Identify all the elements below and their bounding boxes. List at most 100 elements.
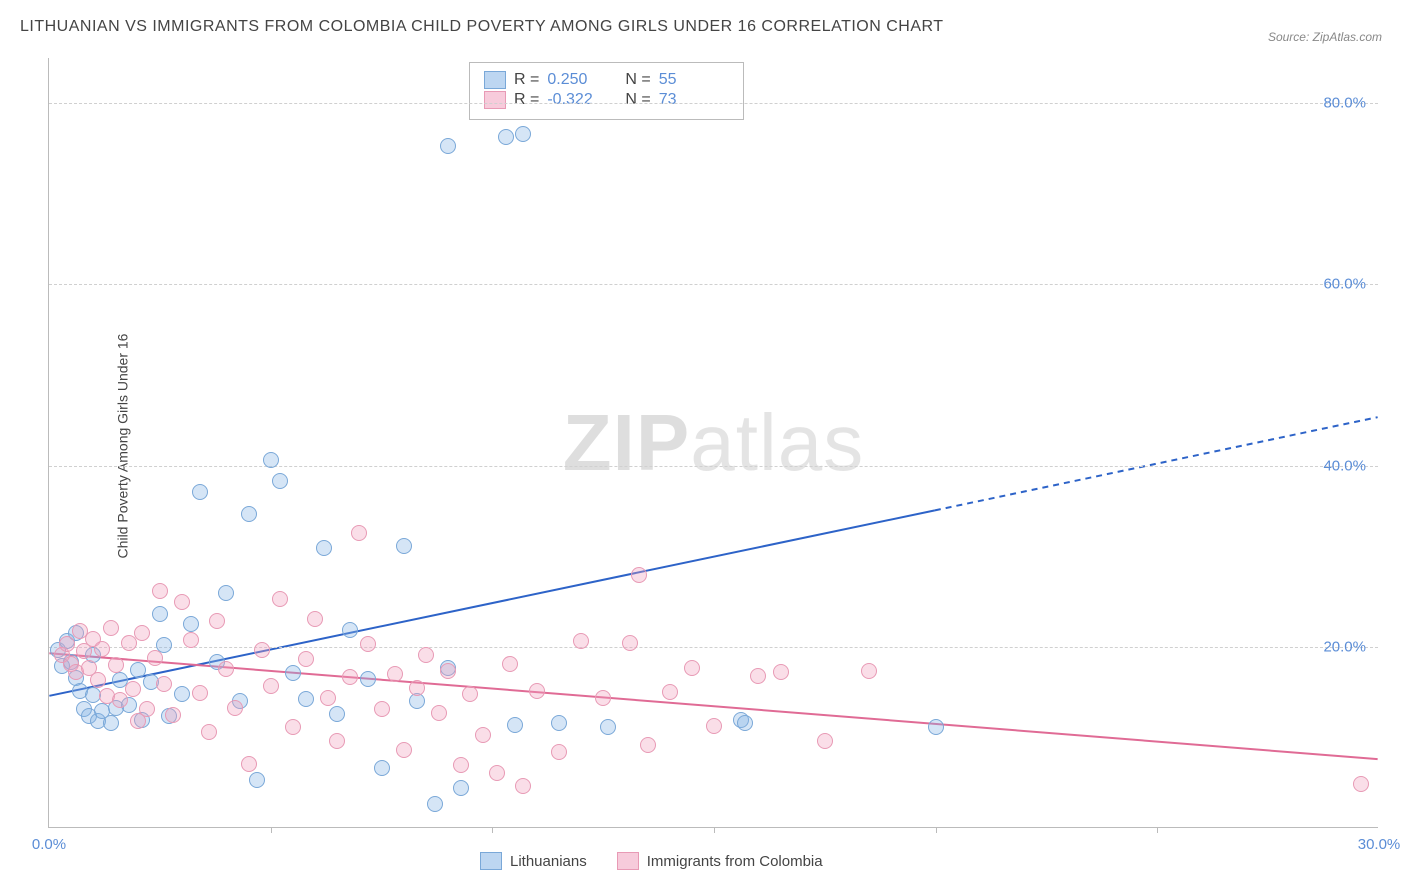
data-point (595, 690, 611, 706)
data-point (396, 538, 412, 554)
data-point (374, 760, 390, 776)
data-point (183, 632, 199, 648)
data-point (227, 700, 243, 716)
x-tick-label: 30.0% (1358, 836, 1401, 853)
data-point (174, 686, 190, 702)
n-value: 73 (659, 91, 729, 109)
data-point (134, 625, 150, 641)
swatch-icon (484, 71, 506, 89)
x-tick-mark (271, 827, 272, 833)
y-tick-label: 40.0% (1323, 457, 1366, 474)
data-point (342, 622, 358, 638)
data-point (263, 452, 279, 468)
data-point (263, 678, 279, 694)
data-point (249, 772, 265, 788)
data-point (192, 484, 208, 500)
data-point (462, 686, 478, 702)
swatch-icon (480, 852, 502, 870)
data-point (475, 727, 491, 743)
y-tick-label: 60.0% (1323, 276, 1366, 293)
data-point (453, 757, 469, 773)
data-point (209, 613, 225, 629)
data-point (342, 669, 358, 685)
data-point (351, 525, 367, 541)
watermark: ZIPatlas (563, 397, 864, 489)
data-point (817, 733, 833, 749)
data-point (502, 656, 518, 672)
y-tick-label: 80.0% (1323, 95, 1366, 112)
stats-row-series-b: R = -0.322 N = 73 (484, 91, 729, 109)
r-label: R = (514, 91, 539, 109)
data-point (861, 663, 877, 679)
data-point (94, 641, 110, 657)
data-point (152, 583, 168, 599)
data-point (737, 715, 753, 731)
legend-label: Immigrants from Colombia (647, 853, 823, 870)
data-point (706, 718, 722, 734)
x-tick-mark (1157, 827, 1158, 833)
data-point (316, 540, 332, 556)
legend-label: Lithuanians (510, 853, 587, 870)
data-point (515, 126, 531, 142)
data-point (201, 724, 217, 740)
data-point (684, 660, 700, 676)
data-point (152, 606, 168, 622)
data-point (515, 778, 531, 794)
legend: Lithuanians Immigrants from Colombia (480, 852, 823, 870)
trend-lines (49, 58, 1378, 827)
data-point (103, 620, 119, 636)
data-point (108, 657, 124, 673)
trend-line-extrapolated (935, 417, 1378, 510)
data-point (103, 715, 119, 731)
data-point (573, 633, 589, 649)
data-point (329, 733, 345, 749)
stats-row-series-a: R = 0.250 N = 55 (484, 71, 729, 89)
data-point (631, 567, 647, 583)
data-point (59, 636, 75, 652)
data-point (387, 666, 403, 682)
data-point (241, 756, 257, 772)
data-point (320, 690, 336, 706)
data-point (374, 701, 390, 717)
data-point (298, 691, 314, 707)
data-point (360, 636, 376, 652)
data-point (298, 651, 314, 667)
data-point (427, 796, 443, 812)
data-point (125, 681, 141, 697)
data-point (498, 129, 514, 145)
chart-title: LITHUANIAN VS IMMIGRANTS FROM COLOMBIA C… (20, 18, 944, 36)
data-point (165, 707, 181, 723)
data-point (272, 591, 288, 607)
data-point (218, 585, 234, 601)
swatch-icon (484, 91, 506, 109)
data-point (773, 664, 789, 680)
data-point (147, 650, 163, 666)
data-point (928, 719, 944, 735)
n-label: N = (625, 91, 650, 109)
legend-item-a: Lithuanians (480, 852, 587, 870)
legend-item-b: Immigrants from Colombia (617, 852, 823, 870)
data-point (90, 672, 106, 688)
trend-line (49, 653, 1377, 759)
data-point (529, 683, 545, 699)
data-point (307, 611, 323, 627)
x-tick-mark (936, 827, 937, 833)
data-point (139, 701, 155, 717)
data-point (622, 635, 638, 651)
data-point (507, 717, 523, 733)
data-point (1353, 776, 1369, 792)
data-point (174, 594, 190, 610)
data-point (453, 780, 469, 796)
x-tick-mark (492, 827, 493, 833)
data-point (112, 692, 128, 708)
gridline (49, 647, 1378, 648)
r-value: -0.322 (547, 91, 617, 109)
data-point (360, 671, 376, 687)
data-point (440, 663, 456, 679)
data-point (218, 661, 234, 677)
data-point (551, 715, 567, 731)
data-point (192, 685, 208, 701)
data-point (254, 642, 270, 658)
source-attribution: Source: ZipAtlas.com (1268, 30, 1382, 44)
gridline (49, 284, 1378, 285)
